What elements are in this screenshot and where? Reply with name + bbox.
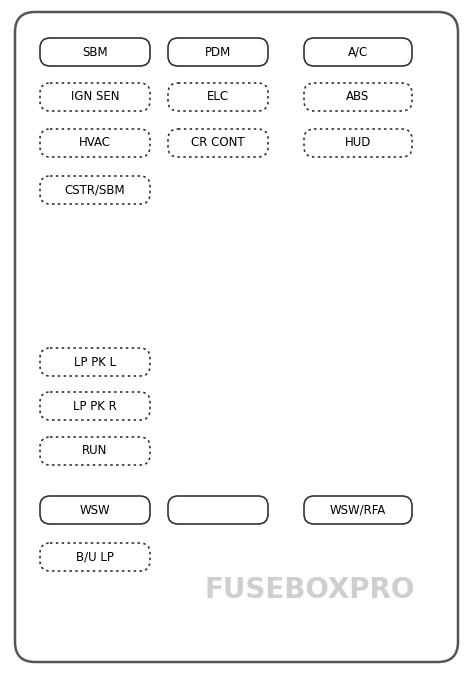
FancyBboxPatch shape (304, 496, 412, 524)
FancyBboxPatch shape (168, 129, 268, 157)
Text: A/C: A/C (348, 45, 368, 58)
Text: HUD: HUD (345, 137, 371, 150)
Text: RUN: RUN (82, 445, 108, 458)
Text: ABS: ABS (346, 91, 369, 104)
Text: SBM: SBM (82, 45, 108, 58)
FancyBboxPatch shape (304, 38, 412, 66)
Text: PDM: PDM (205, 45, 231, 58)
FancyBboxPatch shape (40, 83, 150, 111)
FancyBboxPatch shape (40, 496, 150, 524)
Text: ELC: ELC (207, 91, 229, 104)
FancyBboxPatch shape (304, 83, 412, 111)
FancyBboxPatch shape (40, 38, 150, 66)
FancyBboxPatch shape (40, 543, 150, 571)
FancyBboxPatch shape (15, 12, 458, 662)
FancyBboxPatch shape (40, 392, 150, 420)
Text: WSW/RFA: WSW/RFA (330, 504, 386, 517)
Text: HVAC: HVAC (79, 137, 111, 150)
Text: LP PK R: LP PK R (73, 399, 117, 412)
FancyBboxPatch shape (40, 129, 150, 157)
FancyBboxPatch shape (168, 38, 268, 66)
FancyBboxPatch shape (168, 83, 268, 111)
Text: B/U LP: B/U LP (76, 550, 114, 563)
FancyBboxPatch shape (40, 176, 150, 204)
FancyBboxPatch shape (304, 129, 412, 157)
Text: CR CONT: CR CONT (191, 137, 245, 150)
Text: LP PK L: LP PK L (74, 355, 116, 368)
FancyBboxPatch shape (168, 496, 268, 524)
FancyBboxPatch shape (40, 437, 150, 465)
Text: IGN SEN: IGN SEN (71, 91, 119, 104)
Text: CSTR/SBM: CSTR/SBM (65, 183, 125, 196)
Text: WSW: WSW (79, 504, 110, 517)
Text: FUSEBOXPRO: FUSEBOXPRO (205, 576, 415, 604)
FancyBboxPatch shape (40, 348, 150, 376)
